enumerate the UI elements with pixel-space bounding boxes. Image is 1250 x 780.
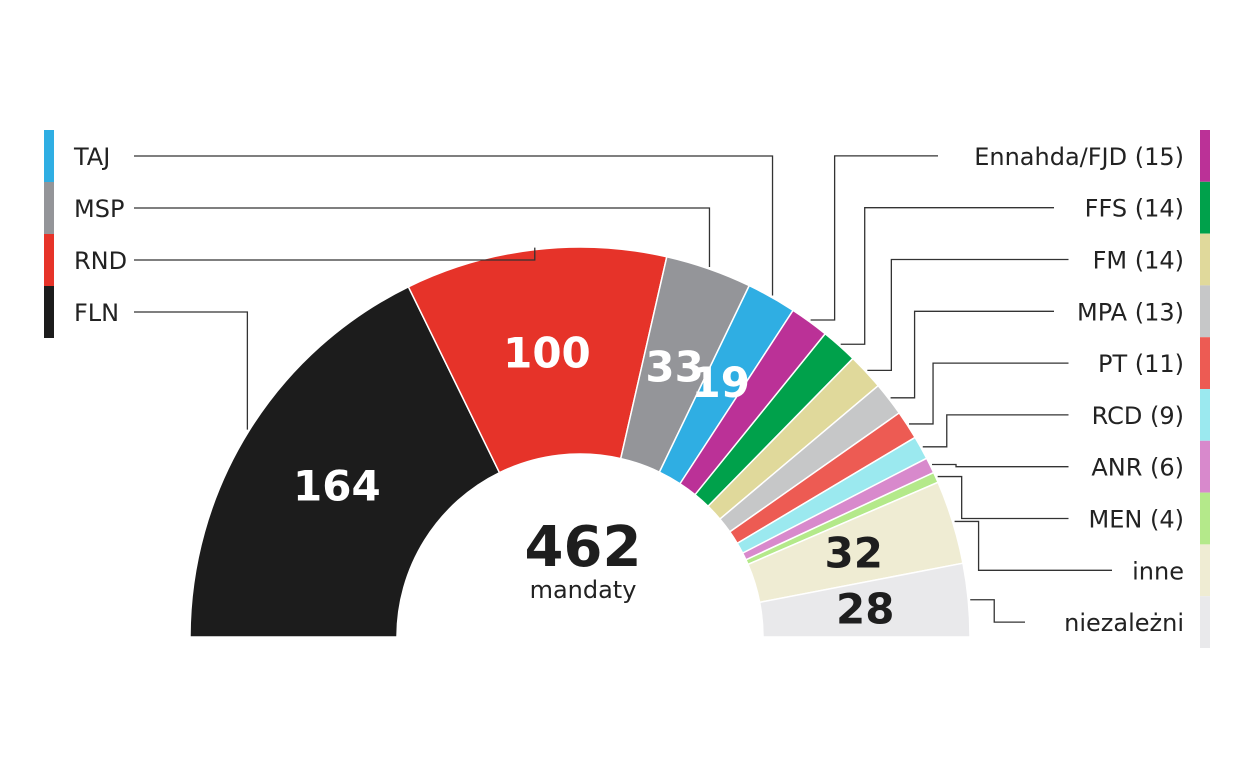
value-label-fln: 164 [293,462,381,511]
legend-label-fm: FM (14) [1093,247,1184,275]
total-value: 462 [525,515,642,580]
legend-label-msp: MSP [74,195,124,223]
legend-label-anr: ANR (6) [1091,454,1184,482]
value-label-rnd: 100 [503,329,591,378]
legend-label-men: MEN (4) [1089,506,1184,534]
leader-line-inne [954,520,1112,571]
leader-line-rnd [134,247,536,261]
leader-line-mpa [890,310,1054,399]
legend-swatch-anr [1200,440,1210,493]
leader-line-niezalezni [970,599,1025,623]
leader-line-taj [134,155,774,296]
legend-swatch-rnd [44,234,54,286]
wedge-niezalezni [758,562,971,638]
legend-swatch-men [1200,492,1210,545]
legend-swatch-rcd [1200,389,1210,441]
legend-label-ennahda: Ennahda/FJD (15) [974,143,1184,171]
legend-swatch-ffs [1200,181,1210,234]
legend-swatch-taj [44,130,54,182]
leader-line-fm [867,258,1069,372]
legend-swatch-niezalezni [1200,596,1210,648]
legend-swatch-fm [1200,233,1210,286]
legend-label-pt: PT (11) [1098,350,1184,378]
value-label-inne: 32 [825,529,883,578]
leader-line-fln [134,311,249,430]
total-caption: mandaty [530,576,637,604]
leader-lines [134,155,1112,623]
legend-label-inne: inne [1132,557,1184,585]
legend-swatch-fln [44,286,54,338]
leader-line-anr [932,463,1069,468]
leader-line-ennahda [810,155,938,321]
legend-label-mpa: MPA (13) [1077,298,1184,326]
legend-swatch-inne [1200,544,1210,597]
leader-line-men [937,475,1069,520]
legend-label-ffs: FFS (14) [1085,195,1184,223]
value-label-niezalezni: 28 [836,584,894,633]
legend-label-niezalezni: niezależni [1064,609,1184,637]
legend: TAJ MSP RND FLN Ennahda/FJD (15) FFS (14) FM (… [44,130,1210,648]
legend-label-rnd: RND [74,247,127,275]
wedge-fln [189,285,501,638]
legend-swatch-msp [44,182,54,234]
legend-label-taj: TAJ [73,143,110,171]
legend-label-rcd: RCD (9) [1092,402,1184,430]
value-label-taj: 19 [691,358,749,407]
legend-swatch-mpa [1200,285,1210,338]
leader-line-msp [134,207,711,267]
leader-line-rcd [922,414,1069,448]
value-label-msp: 33 [645,343,703,392]
legend-swatch-ennahda [1200,130,1210,182]
leader-line-pt [909,362,1069,425]
legend-swatch-pt [1200,337,1210,389]
legend-label-fln: FLN [74,299,119,327]
leader-line-ffs [840,207,1054,345]
seat-wedges [189,246,971,638]
total-seats: 462 mandaty [525,515,642,604]
